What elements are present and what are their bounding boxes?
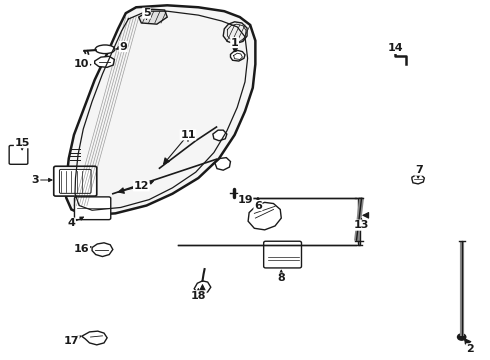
Text: 5: 5: [143, 8, 150, 18]
Text: 13: 13: [354, 220, 369, 230]
Polygon shape: [194, 281, 211, 294]
FancyBboxPatch shape: [264, 241, 301, 268]
Circle shape: [458, 334, 466, 340]
Polygon shape: [82, 331, 107, 345]
Polygon shape: [223, 22, 247, 44]
FancyBboxPatch shape: [54, 166, 97, 196]
FancyBboxPatch shape: [9, 145, 28, 164]
Polygon shape: [248, 202, 281, 230]
Text: 10: 10: [74, 59, 89, 69]
Text: 6: 6: [254, 201, 262, 211]
Text: 19: 19: [237, 195, 253, 204]
FancyBboxPatch shape: [74, 197, 111, 220]
Text: 11: 11: [180, 130, 196, 140]
Text: 7: 7: [415, 165, 422, 175]
Polygon shape: [213, 130, 227, 141]
Polygon shape: [412, 175, 424, 184]
Polygon shape: [66, 5, 255, 215]
Text: 2: 2: [466, 344, 474, 354]
Ellipse shape: [95, 45, 115, 54]
Text: 8: 8: [277, 273, 285, 283]
Text: 4: 4: [68, 218, 75, 228]
Text: 12: 12: [134, 181, 149, 191]
Polygon shape: [92, 243, 113, 257]
Text: 18: 18: [191, 291, 206, 301]
Polygon shape: [139, 9, 167, 24]
Polygon shape: [215, 158, 230, 170]
Text: 1: 1: [231, 37, 239, 48]
Text: 17: 17: [64, 336, 79, 346]
Polygon shape: [230, 50, 245, 61]
Text: 15: 15: [14, 138, 30, 148]
Text: 9: 9: [119, 41, 127, 51]
Polygon shape: [95, 57, 114, 67]
Text: 16: 16: [74, 244, 90, 255]
Text: 3: 3: [31, 175, 39, 185]
Text: 14: 14: [388, 44, 403, 54]
Polygon shape: [358, 198, 360, 245]
